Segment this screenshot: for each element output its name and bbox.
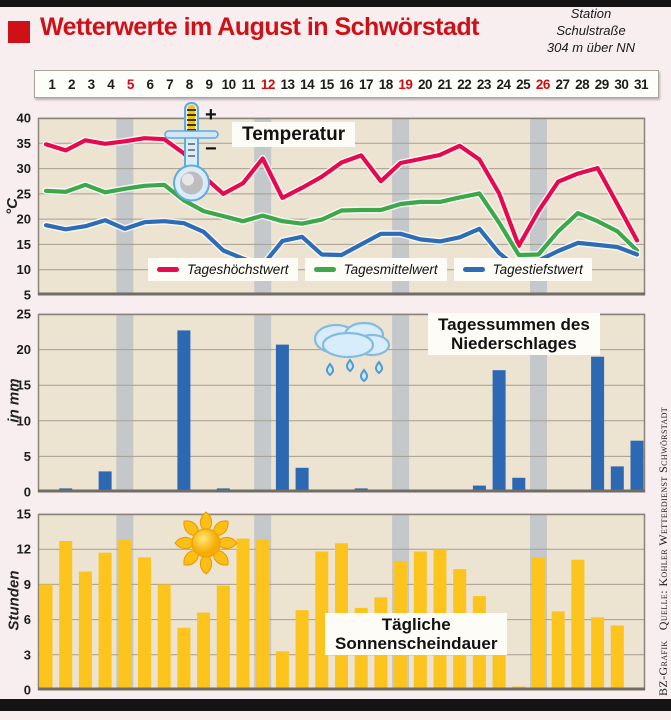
svg-text:0: 0 — [24, 683, 31, 698]
calendar-day: 8 — [185, 76, 194, 92]
calendar-day: 17 — [359, 76, 374, 92]
station-line: Station — [570, 6, 612, 21]
svg-text:30: 30 — [17, 161, 31, 176]
calendar-day: 19 — [398, 76, 413, 92]
svg-text:−: − — [205, 138, 217, 160]
svg-text:35: 35 — [17, 136, 31, 151]
calendar-day: 22 — [457, 76, 472, 92]
legend-item-tmean: Tagesmittelwert — [304, 258, 447, 281]
svg-text:12: 12 — [17, 542, 31, 557]
svg-text:15: 15 — [17, 378, 31, 393]
sunshine-chart: 0 3 6 9 12 15 — [17, 508, 646, 698]
calendar-day: 27 — [555, 76, 570, 92]
sun-icon — [174, 511, 238, 575]
calendar-day: 31 — [634, 76, 649, 92]
calendar-day: 30 — [614, 76, 629, 92]
tmin-line-swatch — [462, 267, 485, 272]
calendar-day: 12 — [260, 76, 276, 92]
calendar-day: 15 — [319, 76, 335, 92]
calendar-day: 3 — [87, 76, 96, 92]
thermometer-icon: + − — [164, 102, 219, 202]
svg-text:6: 6 — [24, 612, 31, 627]
page-title: Wetterwerte im August in Schwörstadt — [40, 13, 480, 41]
calendar-day: 13 — [280, 76, 295, 92]
svg-text:3: 3 — [24, 647, 31, 662]
temperature-axis-label: °C — [3, 198, 21, 215]
tmax-line-swatch — [157, 267, 179, 272]
legend-item-tmin: Tagestiefstwert — [453, 258, 592, 281]
calendar-day: 1 — [48, 76, 56, 92]
calendar-day: 4 — [107, 76, 115, 92]
svg-text:5: 5 — [24, 449, 31, 464]
calendar-day: 20 — [417, 76, 433, 92]
svg-text:25: 25 — [17, 186, 31, 201]
precipitation-axis-label: in mm — [5, 378, 23, 423]
svg-text:40: 40 — [17, 112, 31, 126]
legend-item-tmax: Tageshöchstwert — [148, 258, 298, 281]
calendar-day: 25 — [516, 76, 531, 92]
calendar-day: 11 — [241, 76, 256, 92]
svg-text:15: 15 — [17, 508, 31, 522]
calendar-day: 6 — [146, 76, 155, 92]
station-info: Station Schulstraße 304 m über NN — [515, 6, 667, 57]
title-bullet-square — [8, 21, 30, 43]
rain-cloud-icon — [313, 321, 391, 383]
calendar-day: 24 — [496, 76, 512, 92]
temperature-legend: Tageshöchstwert Tagesmittelwert Tagestie… — [148, 258, 592, 281]
sunshine-axis-label: Stunden — [5, 570, 23, 631]
svg-text:10: 10 — [17, 262, 31, 277]
sunshine-title: Tägliche Sonnenscheindauer — [325, 613, 508, 656]
calendar-day: 5 — [126, 76, 135, 92]
svg-text:20: 20 — [17, 342, 31, 357]
calendar-day: 2 — [67, 76, 76, 92]
calendar-day: 28 — [575, 76, 590, 92]
source-credit: BZ-Grafik Quelle: Kohler Wetterdienst Sc… — [656, 406, 670, 696]
svg-text:9: 9 — [24, 577, 31, 592]
calendar-day: 29 — [594, 76, 610, 92]
bottom-border-bar — [0, 699, 671, 711]
top-border-bar — [0, 0, 671, 7]
station-line: 304 m über NN — [546, 39, 636, 55]
svg-text:+: + — [205, 104, 217, 126]
temperature-title: Temperatur — [232, 122, 356, 148]
svg-text:5: 5 — [24, 288, 31, 303]
svg-text:20: 20 — [17, 212, 31, 227]
calendar-day: 10 — [221, 76, 237, 92]
calendar-day: 23 — [476, 76, 492, 92]
calendar-day: 14 — [300, 76, 315, 92]
calendar-strip: 1 2 3 4 5 6 7 8 9 10 11 12 13 14 15 16 17 18 19 20 21 22 23 24 2… — [34, 70, 659, 98]
calendar-day: 26 — [535, 76, 551, 92]
svg-text:25: 25 — [17, 308, 31, 322]
calendar-day: 7 — [166, 76, 174, 92]
calendar-day: 16 — [339, 76, 354, 92]
calendar-day: 9 — [205, 76, 213, 92]
calendar-day: 18 — [378, 76, 394, 92]
svg-text:15: 15 — [17, 237, 31, 252]
calendar-day: 21 — [437, 76, 453, 92]
station-line: Schulstraße — [556, 22, 626, 38]
svg-text:0: 0 — [24, 485, 31, 500]
tmean-line-swatch — [313, 267, 336, 272]
precipitation-title: Tagessummen des Niederschlages — [428, 313, 600, 356]
svg-text:10: 10 — [17, 413, 31, 428]
